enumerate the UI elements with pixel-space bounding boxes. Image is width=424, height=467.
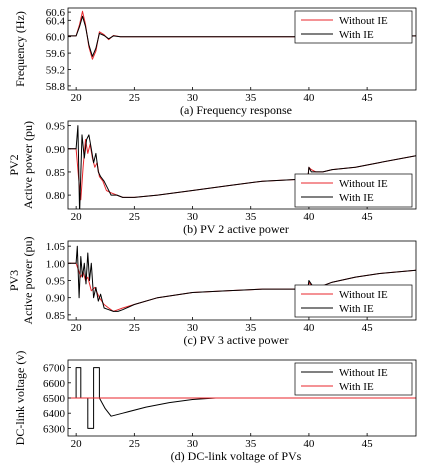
x-tick-label: 40 — [303, 438, 315, 450]
x-tick-label: 25 — [129, 438, 141, 450]
y-tick-label: 0.90 — [46, 144, 66, 156]
legend-label: With IE — [339, 303, 374, 315]
x-tick-label: 40 — [303, 92, 315, 104]
x-tick-label: 30 — [187, 211, 199, 223]
x-tick-label: 40 — [303, 211, 315, 223]
x-tick-label: 30 — [187, 438, 199, 450]
y-axis-label: Active power (pu) — [21, 121, 35, 209]
legend-label: Without IE — [339, 178, 388, 190]
legend-box — [294, 173, 413, 208]
plot-frame — [67, 120, 417, 210]
panel-caption: (b) PV 2 active power — [183, 222, 289, 236]
y-tick-label: 60.4 — [46, 15, 66, 27]
y-axis-label: Frequency (Hz) — [13, 11, 27, 87]
x-tick-label: 20 — [71, 322, 83, 334]
series-line-without-ie — [68, 367, 416, 429]
y-tick-label: 6700 — [43, 363, 66, 375]
y-tick-label: 0.80 — [46, 190, 66, 202]
legend-label: Without IE — [339, 15, 388, 27]
y-tick-label: 59.6 — [46, 48, 66, 60]
y-tick-label: 6600 — [43, 378, 66, 390]
y-tick-label: 6400 — [43, 408, 66, 420]
panel-1: 20 25 30 35 40 45 58.8 59.2 59.6 60.0 60.460.6 Freq… — [13, 7, 417, 117]
x-tick-label: 35 — [245, 322, 257, 334]
x-tick-label: 30 — [187, 92, 199, 104]
legend-label: With IE — [339, 192, 374, 204]
y-tick-label: 0.95 — [46, 121, 66, 133]
x-tick-label: 35 — [245, 92, 257, 104]
x-tick-label: 20 — [71, 438, 83, 450]
legend-box — [294, 10, 413, 44]
y-tick-label: 6500 — [43, 393, 66, 405]
panel-caption: (d) DC-link voltage of PVs — [171, 449, 302, 463]
y-tick-label: 59.2 — [46, 65, 65, 77]
panel-caption: (a) Frequency response — [180, 103, 292, 117]
y-tick-label: 0.90 — [46, 293, 66, 305]
legend-box — [294, 284, 413, 318]
x-tick-label: 40 — [303, 322, 315, 334]
plot-frame — [67, 7, 417, 91]
x-tick-label: 45 — [362, 92, 374, 104]
x-tick-label: 30 — [187, 322, 199, 334]
y-tick-label: 1.00 — [46, 258, 66, 270]
x-tick-label: 25 — [129, 92, 141, 104]
y-axis-label: DC-link voltage (v) — [13, 351, 27, 446]
legend-label: Without IE — [339, 289, 388, 301]
y-tick-label: 0.85 — [46, 167, 66, 179]
legend-label: With IE — [339, 29, 374, 41]
x-tick-label: 25 — [129, 211, 141, 223]
y-axis-label-pv: PV2 — [7, 154, 21, 175]
y-tick-label: 60.6 — [46, 7, 66, 19]
y-tick-label: 1.05 — [46, 241, 66, 253]
panel-2: 20 25 30 35 40 45 0.80 0.85 0.90 0.95 PV2 Active po… — [7, 120, 417, 236]
x-tick-label: 25 — [129, 322, 141, 334]
y-axis-label-pv: PV3 — [7, 270, 21, 291]
y-tick-label: 60.0 — [46, 32, 66, 44]
panel-caption: (c) PV 3 active power — [183, 333, 288, 347]
series-line-with-ie — [68, 125, 416, 209]
panel-4: 20 25 30 35 40 45 6300 6400 6500 6600 6700 DC-link … — [13, 351, 417, 463]
x-tick-label: 45 — [362, 438, 374, 450]
y-tick-label: 0.95 — [46, 276, 66, 288]
y-axis-label: Active power (pu) — [21, 237, 35, 325]
x-tick-label: 35 — [245, 211, 257, 223]
panel-3: 20 25 30 35 40 45 0.85 0.90 0.95 1.00 1.05 PV3 Activ… — [7, 237, 417, 347]
legend-label: Without IE — [339, 367, 388, 379]
y-tick-label: 6300 — [43, 423, 66, 435]
y-tick-label: 0.85 — [46, 310, 66, 322]
x-tick-label: 20 — [71, 211, 83, 223]
x-tick-label: 45 — [362, 211, 374, 223]
x-tick-label: 45 — [362, 322, 374, 334]
legend-box — [294, 362, 413, 396]
legend-label: With IE — [339, 381, 374, 393]
x-tick-label: 20 — [71, 92, 83, 104]
x-tick-label: 35 — [245, 438, 257, 450]
y-tick-label: 58.8 — [46, 81, 66, 93]
